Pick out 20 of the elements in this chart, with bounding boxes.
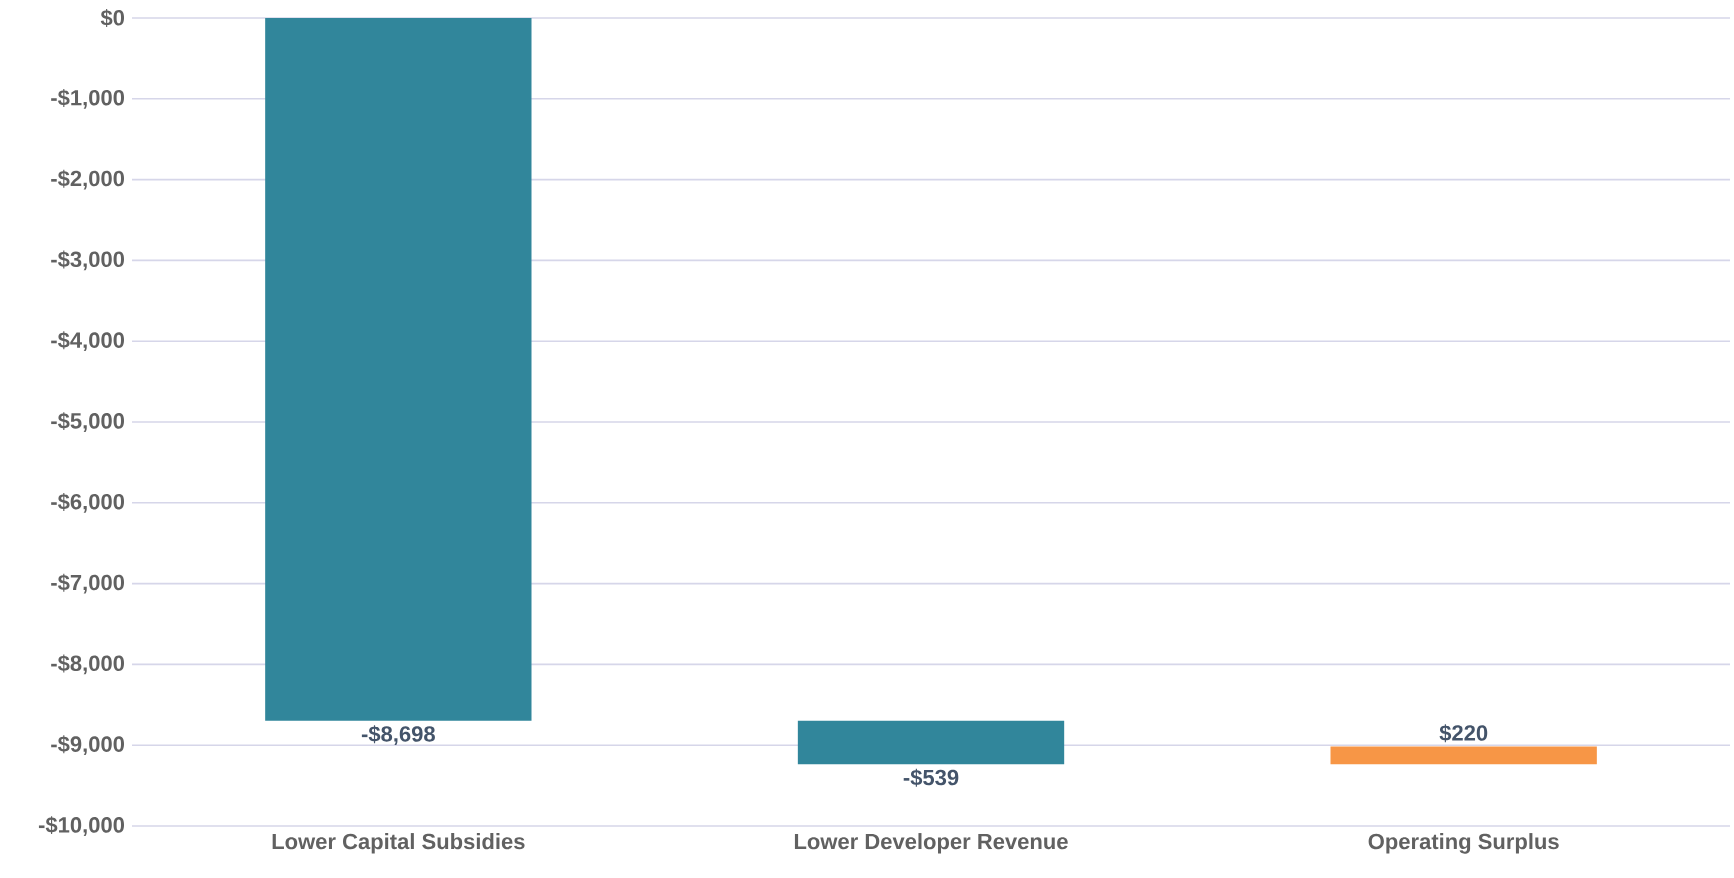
data-label: -$8,698	[361, 725, 435, 745]
y-tick-label: -$9,000	[51, 735, 125, 756]
y-tick-label: -$5,000	[51, 412, 125, 432]
x-tick-label: Lower Capital Subsidies	[272, 833, 525, 854]
bar	[265, 17, 532, 721]
bar	[1330, 746, 1597, 765]
data-label: $220	[1439, 724, 1488, 743]
x-tick-label: Lower Developer Revenue	[794, 833, 1068, 854]
x-tick-label: Operating Surplus	[1368, 833, 1559, 854]
bar	[797, 720, 1065, 765]
y-tick-label: -$8,000	[51, 654, 125, 675]
data-label: -$539	[903, 768, 959, 787]
y-tick-label: -$10,000	[38, 816, 125, 836]
y-tick-label: -$4,000	[51, 331, 125, 352]
y-tick-label: -$2,000	[51, 169, 125, 190]
y-tick-label: -$7,000	[51, 573, 125, 594]
y-tick-label: -$6,000	[51, 492, 125, 513]
y-tick-label: -$1,000	[51, 88, 125, 109]
y-tick-label: -$3,000	[51, 250, 125, 271]
y-tick-label: $0	[100, 9, 125, 27]
